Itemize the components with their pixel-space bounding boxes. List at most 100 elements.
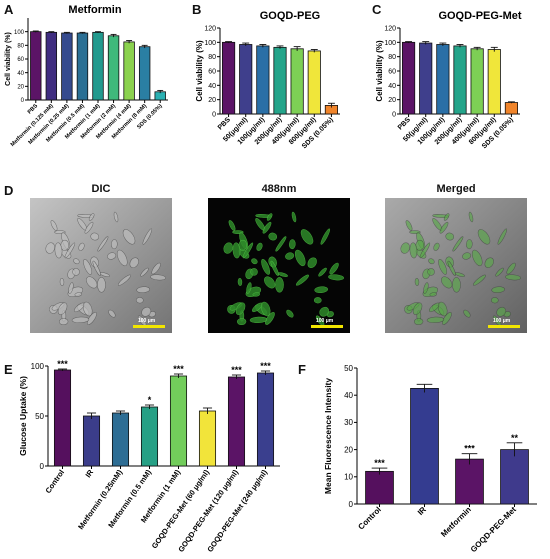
chart-f: 0 10 20 30 40 50 Mean Fluorescence Intensity Co… [323, 364, 537, 554]
cell-shape [260, 301, 271, 317]
bar [487, 49, 501, 115]
cell-shape [441, 276, 453, 289]
cell-shape [409, 242, 418, 259]
cell-shape [68, 282, 74, 294]
y-tick-label: 20 [208, 97, 216, 104]
cell-shape [275, 236, 287, 252]
y-tick-label: 40 [17, 71, 24, 77]
cell-shape [314, 286, 328, 294]
cell-shape [289, 239, 296, 250]
scale-bar [311, 325, 343, 328]
bar [30, 31, 42, 101]
cell-shape [223, 242, 233, 254]
chart-title: GOQD-PEG [260, 10, 321, 22]
cell-shape [491, 286, 505, 294]
category-label: GOQD-PEG-Met (240 μg/ml) [205, 468, 269, 554]
y-tick-label: 120 [384, 25, 396, 32]
panel-letter-a: A [4, 2, 14, 17]
cell-shape [135, 297, 144, 304]
y-tick-label: 0 [392, 111, 396, 118]
cell-shape [116, 249, 128, 267]
cell-shape [490, 297, 499, 304]
cell-shape [73, 258, 80, 265]
scale-bar [133, 325, 165, 328]
cell-shape [429, 292, 438, 297]
cell-shape [235, 302, 246, 315]
cell-shape [442, 311, 452, 325]
cell-shape [78, 242, 85, 251]
y-tick-label: 100 [14, 30, 25, 36]
cell-shape [228, 220, 236, 231]
y-axis-label: Cell viability (%) [5, 32, 12, 86]
y-axis-label: Mean Fluorescence Intensity [323, 378, 333, 494]
y-tick-label: 120 [204, 25, 216, 32]
cell-shape [122, 229, 136, 245]
cell-shape [141, 306, 152, 317]
y-tick-label: 60 [208, 68, 216, 75]
cell-shape [318, 267, 327, 277]
bar [504, 102, 518, 115]
y-tick-label: 30 [344, 418, 353, 427]
cell-shape [329, 262, 339, 275]
micrograph-dic-image [30, 198, 172, 333]
category-label: PBS [397, 116, 412, 131]
cell-shape [264, 276, 276, 289]
bar [92, 31, 104, 101]
cell-shape [232, 242, 241, 259]
y-tick-label: 0 [21, 98, 25, 104]
micrograph-dic: 100 μm [30, 198, 172, 333]
cell-shape [136, 286, 150, 294]
cell-shape [84, 221, 94, 234]
panel-letter-e: E [4, 362, 13, 377]
panel-letter-d: D [4, 183, 14, 198]
y-tick-label: 40 [208, 83, 216, 90]
chart-c: GOQD-PEG-Met 0 20 40 60 80 100 120 Cell viabilit… [375, 10, 522, 150]
cell-shape [72, 268, 80, 276]
bar [222, 41, 236, 115]
cell-shape [71, 316, 90, 324]
cell-shape [328, 274, 344, 281]
cell-shape [275, 277, 284, 293]
bar [365, 470, 394, 505]
bar [82, 415, 101, 467]
cell-shape [150, 274, 166, 281]
significance-marker: *** [260, 361, 271, 371]
bar [53, 369, 72, 467]
cell-shape [249, 316, 268, 324]
y-tick-label: 0 [40, 462, 45, 471]
bar [470, 48, 484, 115]
cell-shape [413, 318, 424, 326]
cell-shape [90, 232, 100, 241]
cell-shape [319, 306, 330, 317]
cell-shape [54, 242, 63, 259]
cell-shape [320, 228, 331, 245]
y-tick-label: 80 [17, 43, 24, 49]
cell-shape [300, 229, 314, 245]
cell-shape [454, 272, 465, 277]
cell-shape [286, 309, 294, 318]
bar [256, 45, 270, 115]
bar [107, 35, 120, 101]
y-tick-label: 20 [344, 445, 353, 454]
cell-shape [313, 297, 322, 304]
category-label: Control [356, 505, 382, 531]
panel-letter-b: B [192, 2, 202, 17]
bar [123, 41, 135, 101]
cell-shape [285, 252, 295, 260]
cell-shape [427, 268, 435, 276]
y-tick-label: 80 [388, 54, 396, 61]
category-label: Control [43, 468, 66, 495]
y-tick-label: 0 [212, 111, 216, 118]
cell-shape [74, 292, 83, 297]
bar [402, 41, 416, 115]
micrograph-title-488nm: 488nm [261, 183, 297, 195]
y-tick-label: 100 [384, 40, 396, 47]
micrograph-title-dic: DIC [91, 183, 111, 195]
cell-shape [111, 239, 118, 250]
bar [410, 387, 439, 505]
category-label: SDS (0.05%) [301, 116, 335, 150]
micrograph-488nm-image [208, 198, 350, 333]
cell-shape [64, 242, 76, 259]
